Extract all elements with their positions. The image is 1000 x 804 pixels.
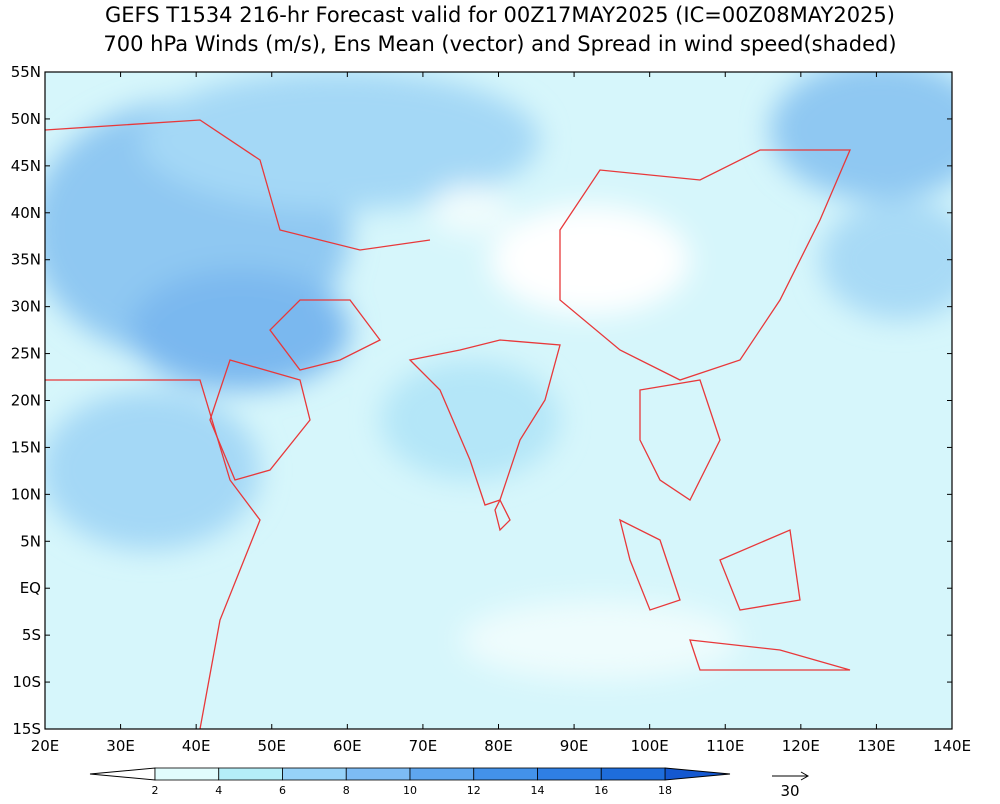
reference-label: 30 <box>780 782 799 800</box>
colorbar-box <box>537 767 602 781</box>
title-line: GEFS T1534 216-hr Forecast valid for 00Z… <box>105 3 895 27</box>
lat-label: 30N <box>11 298 41 316</box>
colorbar-label: 2 <box>152 784 159 797</box>
lat-label: 45N <box>11 157 41 175</box>
lat-label: 35N <box>11 251 41 269</box>
lon-label: 70E <box>409 737 438 755</box>
lon-label: 110E <box>706 737 744 755</box>
lat-label: 5N <box>20 532 41 550</box>
lat-label: 10S <box>12 673 41 691</box>
colorbar-box <box>409 767 475 781</box>
lat-label: 15N <box>11 438 41 456</box>
title-line: 700 hPa Winds (m/s), Ens Mean (vector) a… <box>103 32 896 56</box>
lon-label: 130E <box>857 737 895 755</box>
lon-label: 80E <box>484 737 513 755</box>
colorbar-label: 8 <box>343 784 350 797</box>
lon-label: 100E <box>631 737 669 755</box>
lat-label: 20N <box>11 392 41 410</box>
colorbar-label: 18 <box>658 784 672 797</box>
lat-label: EQ <box>20 579 41 597</box>
lat-label: 25N <box>11 345 41 363</box>
lon-label: 20E <box>31 737 60 755</box>
lon-label: 60E <box>333 737 362 755</box>
lon-label: 30E <box>106 737 135 755</box>
colorbar-box <box>473 767 538 781</box>
lon-label: 120E <box>782 737 820 755</box>
lat-label: 40N <box>11 204 41 222</box>
colorbar-label: 6 <box>279 784 286 797</box>
colorbar-label: 10 <box>403 784 417 797</box>
lat-label: 55N <box>11 63 41 81</box>
lat-label: 5S <box>22 626 41 644</box>
colorbar-label: 4 <box>215 784 222 797</box>
colorbar-box <box>600 767 666 781</box>
colorbar-label: 14 <box>531 784 545 797</box>
lon-label: 140E <box>933 737 971 755</box>
lon-label: 40E <box>182 737 211 755</box>
colorbar-label: 16 <box>594 784 608 797</box>
lat-label: 15S <box>12 720 41 738</box>
reference-arrow-head <box>800 771 810 781</box>
colorbar-box <box>282 767 347 781</box>
lon-label: 50E <box>257 737 286 755</box>
colorbar-low-end <box>89 767 156 781</box>
lon-label: 90E <box>560 737 589 755</box>
lat-label: 50N <box>11 110 41 128</box>
shading <box>45 72 952 729</box>
colorbar-box <box>345 767 411 781</box>
colorbar-high-end <box>664 767 731 781</box>
colorbar-box <box>218 767 283 781</box>
colorbar-box <box>154 767 220 781</box>
lat-label: 10N <box>11 485 41 503</box>
colorbar-label: 12 <box>467 784 481 797</box>
